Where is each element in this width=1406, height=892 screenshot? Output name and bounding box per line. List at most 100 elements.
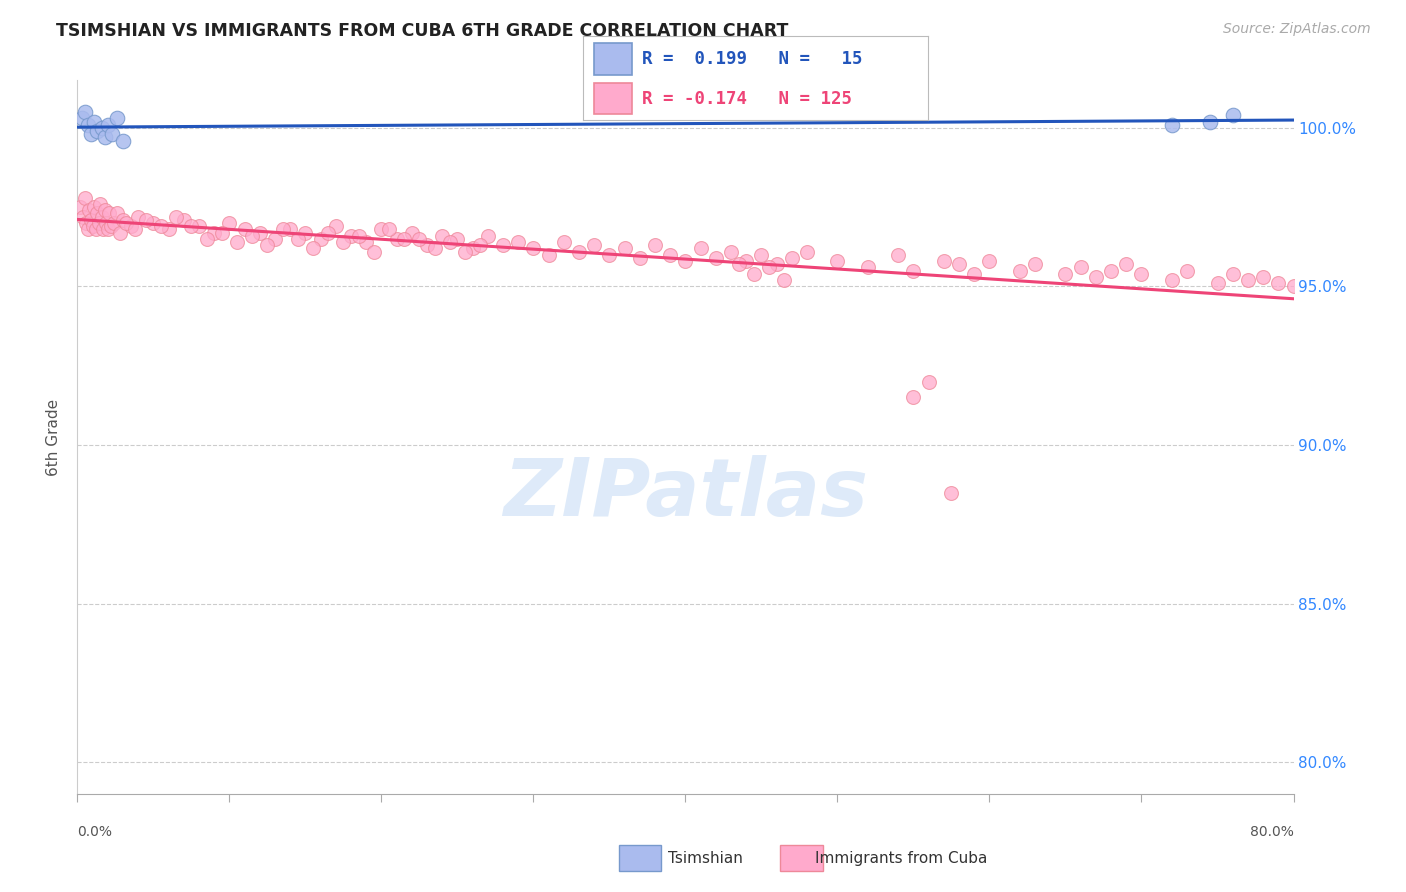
Point bbox=[73, 105, 96, 120]
Text: Source: ZipAtlas.com: Source: ZipAtlas.com bbox=[1223, 22, 1371, 37]
Point bbox=[659, 248, 682, 262]
Point bbox=[1206, 277, 1229, 291]
Point bbox=[80, 212, 103, 227]
Point bbox=[83, 114, 105, 128]
Point bbox=[91, 222, 114, 236]
Point bbox=[720, 244, 742, 259]
Point bbox=[727, 257, 749, 271]
Point bbox=[79, 203, 101, 218]
Point bbox=[1237, 273, 1260, 287]
Point bbox=[1070, 260, 1092, 275]
Point bbox=[101, 127, 124, 141]
Point bbox=[1175, 263, 1198, 277]
Point bbox=[553, 235, 575, 249]
Point bbox=[827, 254, 849, 268]
Point bbox=[105, 206, 128, 220]
Point bbox=[796, 244, 818, 259]
Point bbox=[278, 222, 301, 236]
Point bbox=[80, 127, 103, 141]
Point bbox=[103, 216, 125, 230]
Point bbox=[89, 197, 111, 211]
Point bbox=[742, 267, 765, 281]
Point bbox=[127, 210, 149, 224]
Point bbox=[454, 244, 477, 259]
Bar bbox=[593, 44, 631, 75]
Point bbox=[780, 251, 803, 265]
Point bbox=[195, 232, 218, 246]
Point bbox=[93, 203, 115, 218]
Point bbox=[1099, 263, 1122, 277]
Point bbox=[979, 254, 1001, 268]
Point bbox=[271, 222, 294, 236]
Point bbox=[256, 238, 278, 252]
Point bbox=[347, 228, 370, 243]
Point bbox=[423, 241, 446, 255]
Point bbox=[918, 375, 941, 389]
Point bbox=[249, 226, 271, 240]
Text: R =  0.199   N =   15: R = 0.199 N = 15 bbox=[643, 51, 862, 69]
Point bbox=[903, 263, 925, 277]
Point bbox=[316, 226, 339, 240]
Point bbox=[446, 232, 468, 246]
Point bbox=[264, 232, 287, 246]
Point bbox=[82, 219, 104, 234]
Point bbox=[1084, 269, 1107, 284]
Point bbox=[941, 485, 963, 500]
Point bbox=[1008, 263, 1031, 277]
Point bbox=[96, 216, 118, 230]
Point bbox=[963, 267, 986, 281]
Point bbox=[568, 244, 591, 259]
Point bbox=[124, 222, 146, 236]
Text: 80.0%: 80.0% bbox=[1250, 825, 1294, 839]
Point bbox=[1115, 257, 1137, 271]
Point bbox=[408, 232, 430, 246]
Text: Immigrants from Cuba: Immigrants from Cuba bbox=[815, 851, 988, 865]
Point bbox=[188, 219, 211, 234]
Point bbox=[628, 251, 651, 265]
Point bbox=[948, 257, 970, 271]
Point bbox=[149, 219, 172, 234]
Point bbox=[105, 112, 128, 126]
Point bbox=[1130, 267, 1153, 281]
Point bbox=[439, 235, 461, 249]
Point bbox=[93, 130, 115, 145]
Point bbox=[72, 210, 94, 224]
Point bbox=[100, 219, 122, 234]
Point bbox=[97, 222, 120, 236]
Point bbox=[354, 235, 377, 249]
Point bbox=[385, 232, 408, 246]
Point bbox=[1054, 267, 1077, 281]
Point bbox=[340, 228, 363, 243]
Point bbox=[675, 254, 697, 268]
Point bbox=[751, 248, 773, 262]
Point bbox=[856, 260, 879, 275]
Point bbox=[613, 241, 636, 255]
Text: 0.0%: 0.0% bbox=[77, 825, 112, 839]
Point bbox=[378, 222, 401, 236]
Point bbox=[1222, 108, 1244, 122]
Point bbox=[432, 228, 454, 243]
Point bbox=[522, 241, 544, 255]
Text: TSIMSHIAN VS IMMIGRANTS FROM CUBA 6TH GRADE CORRELATION CHART: TSIMSHIAN VS IMMIGRANTS FROM CUBA 6TH GR… bbox=[56, 22, 789, 40]
Text: Tsimshian: Tsimshian bbox=[668, 851, 742, 865]
Point bbox=[111, 212, 134, 227]
Point bbox=[644, 238, 666, 252]
Text: R = -0.174   N = 125: R = -0.174 N = 125 bbox=[643, 90, 852, 108]
Point bbox=[1251, 269, 1274, 284]
Point bbox=[1282, 279, 1305, 293]
Point bbox=[735, 254, 758, 268]
Point bbox=[492, 238, 515, 252]
Point bbox=[77, 222, 100, 236]
Point bbox=[903, 391, 925, 405]
Point bbox=[758, 260, 780, 275]
Point bbox=[401, 226, 423, 240]
Point bbox=[180, 219, 202, 234]
Point bbox=[287, 232, 309, 246]
Point bbox=[598, 248, 620, 262]
Point bbox=[77, 118, 100, 132]
Point bbox=[461, 241, 484, 255]
Text: ZIPatlas: ZIPatlas bbox=[503, 455, 868, 533]
Point bbox=[157, 222, 180, 236]
Point bbox=[325, 219, 347, 234]
Point bbox=[202, 226, 225, 240]
